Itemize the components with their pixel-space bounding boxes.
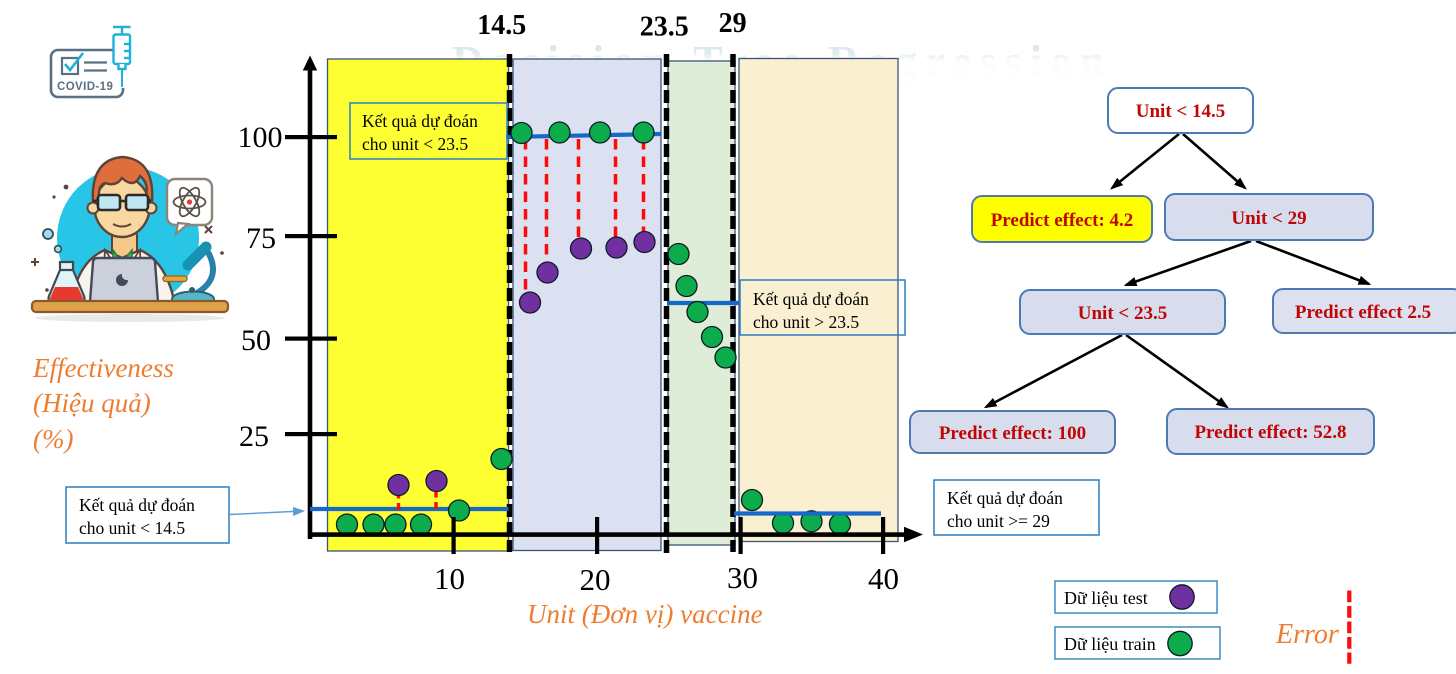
svg-text:50: 50 <box>241 324 271 357</box>
svg-text:Predict effect: 4.2: Predict effect: 4.2 <box>991 210 1134 231</box>
svg-text:Kết quả dự đoán: Kết quả dự đoán <box>79 495 195 515</box>
svg-text:(Hiệu quả): (Hiệu quả) <box>33 388 151 418</box>
svg-text:(%): (%) <box>33 424 73 454</box>
svg-text:Predict effect: 52.8: Predict effect: 52.8 <box>1194 422 1346 443</box>
svg-text:Kết quả dự đoán: Kết quả dự đoán <box>753 289 869 309</box>
svg-text:Kết quả dự đoán: Kết quả dự đoán <box>362 111 478 131</box>
svg-text:Effectiveness: Effectiveness <box>32 353 174 383</box>
svg-text:20: 20 <box>580 562 611 597</box>
svg-text:30: 30 <box>727 560 758 595</box>
svg-text:cho unit < 14.5: cho unit < 14.5 <box>79 518 185 538</box>
svg-text:100: 100 <box>238 121 283 154</box>
svg-text:40: 40 <box>868 561 899 596</box>
svg-text:Unit < 29: Unit < 29 <box>1231 208 1306 229</box>
svg-text:Unit < 14.5: Unit < 14.5 <box>1136 101 1225 122</box>
svg-text:Dữ liệu train: Dữ liệu train <box>1064 634 1156 654</box>
svg-text:Dữ liệu test: Dữ liệu test <box>1064 588 1148 608</box>
svg-text:75: 75 <box>246 222 276 255</box>
svg-text:10: 10 <box>434 561 465 596</box>
svg-text:COVID-19: COVID-19 <box>57 81 113 93</box>
svg-text:Unit < 23.5: Unit < 23.5 <box>1078 303 1167 324</box>
svg-text:Kết quả dự đoán: Kết quả dự đoán <box>947 488 1063 508</box>
svg-text:14.5: 14.5 <box>477 10 526 41</box>
svg-text:23.5: 23.5 <box>640 12 689 43</box>
svg-text:cho unit > 23.5: cho unit > 23.5 <box>753 312 859 332</box>
svg-text:Error: Error <box>1275 619 1339 650</box>
svg-text:cho unit < 23.5: cho unit < 23.5 <box>362 134 468 154</box>
svg-text:cho unit >= 29: cho unit >= 29 <box>947 511 1050 531</box>
svg-text:Predict effect: 100: Predict effect: 100 <box>939 423 1086 444</box>
svg-text:25: 25 <box>239 420 269 453</box>
svg-text:Predict effect 2.5: Predict effect 2.5 <box>1295 302 1431 323</box>
svg-text:Unit (Đơn vị) vaccine: Unit (Đơn vị) vaccine <box>527 599 763 629</box>
svg-text:29: 29 <box>719 8 747 39</box>
